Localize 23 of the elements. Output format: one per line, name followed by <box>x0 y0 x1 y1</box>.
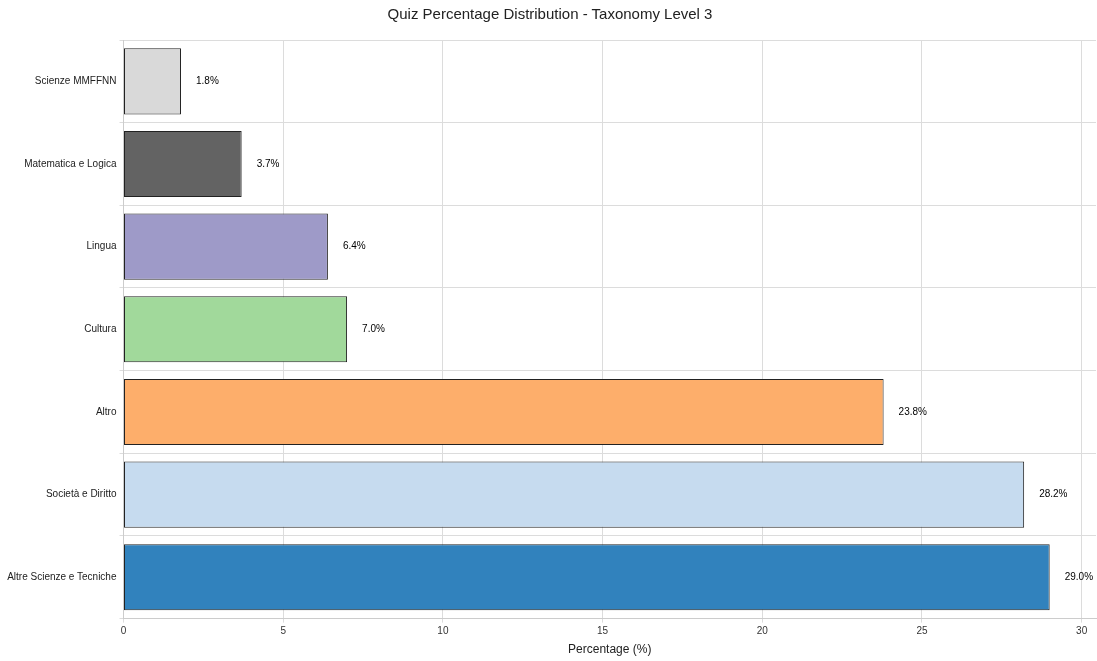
x-tick-label: 15 <box>597 625 609 637</box>
y-tick-label: Scienze MMFFNN <box>34 75 117 87</box>
x-axis-title: Percentage (%) <box>568 642 652 657</box>
data-label: 29.0% <box>1064 571 1094 583</box>
y-tick-label: Lingua <box>86 240 117 252</box>
data-label: 1.8% <box>195 75 219 87</box>
y-tick-label: Altre Scienze e Tecniche <box>7 571 117 583</box>
x-tick-label: 30 <box>1076 625 1088 637</box>
data-label: 6.4% <box>342 240 366 252</box>
x-tick-label: 20 <box>756 625 769 637</box>
data-label: 7.0% <box>362 323 385 335</box>
y-tick-label: Altro <box>95 405 117 417</box>
x-tick-label: 10 <box>437 625 449 637</box>
y-tick-label: Matematica e Logica <box>24 157 117 169</box>
data-label: 23.8% <box>898 405 928 417</box>
y-tick-label: Società e Diritto <box>45 488 117 500</box>
x-tick-label: 5 <box>280 625 287 637</box>
y-tick-label: Cultura <box>84 323 117 335</box>
data-label: 28.2% <box>1039 488 1068 500</box>
data-label: 3.7% <box>256 157 280 169</box>
chart-title: Quiz Percentage Distribution - Taxonomy Level 3 <box>387 5 713 23</box>
x-tick-label: 25 <box>916 625 928 637</box>
x-tick-label: 0 <box>120 625 127 637</box>
